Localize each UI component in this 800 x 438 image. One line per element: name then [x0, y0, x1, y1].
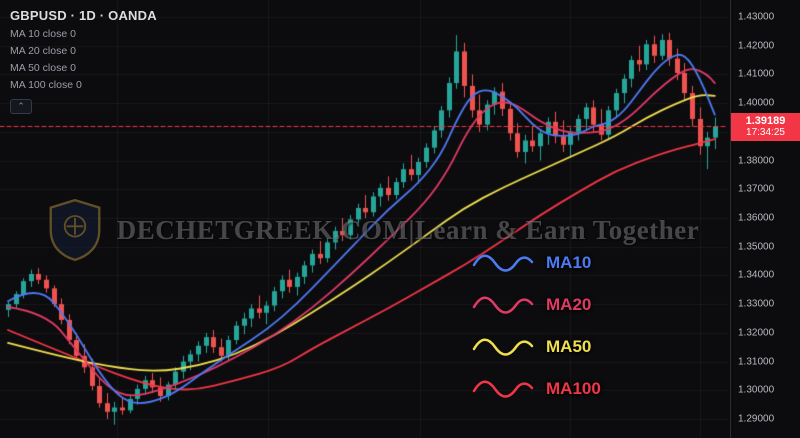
ma10-wave-icon [472, 254, 534, 272]
price-axis-label: 1.34000 [738, 269, 775, 281]
ma100-legend-label: MA100 [546, 379, 601, 398]
price-axis[interactable]: 1.39189 17:34:25 1.43000 1.42000 1.41000 1.… [730, 0, 800, 438]
ma-legend: MA10 MA20 MA50 MA100 [472, 242, 601, 410]
price-axis-label: 1.33000 [738, 298, 775, 310]
legend-row-ma50: MA50 [472, 326, 601, 368]
legend-row-ma100: MA100 [472, 368, 601, 410]
ma20-legend-label: MA20 [546, 295, 592, 314]
collapse-indicators-button[interactable]: ⌃ [10, 99, 32, 114]
price-axis-label: 1.29000 [738, 413, 775, 425]
price-axis-label: 1.36000 [738, 212, 775, 224]
price-axis-label: 1.41000 [738, 68, 775, 80]
indicator-ma10-label[interactable]: MA 10 close 0 [10, 28, 76, 40]
countdown-timer: 17:34:25 [746, 127, 785, 139]
price-chart-canvas[interactable] [0, 0, 728, 438]
ma50-legend-label: MA50 [546, 337, 592, 356]
last-price-value: 1.39189 [745, 115, 786, 128]
price-axis-label: 1.32000 [738, 327, 775, 339]
ma100-wave-icon [472, 380, 534, 398]
price-axis-label: 1.31000 [738, 356, 775, 368]
price-axis-label: 1.42000 [738, 40, 775, 52]
ma10-legend-label: MA10 [546, 253, 592, 272]
price-axis-label: 1.40000 [738, 97, 775, 109]
price-axis-label: 1.35000 [738, 241, 775, 253]
ma50-wave-icon [472, 338, 534, 356]
legend-row-ma20: MA20 [472, 284, 601, 326]
chart-header: GBPUSD · 1D · OANDA MA 10 close 0 MA 20 … [10, 8, 157, 114]
indicator-ma20-label[interactable]: MA 20 close 0 [10, 45, 76, 57]
ma20-wave-icon [472, 296, 534, 314]
symbol-title[interactable]: GBPUSD · 1D · OANDA [10, 8, 157, 23]
price-axis-label: 1.30000 [738, 384, 775, 396]
legend-row-ma10: MA10 [472, 242, 601, 284]
last-price-badge: 1.39189 17:34:25 [731, 113, 800, 142]
price-axis-label: 1.38000 [738, 155, 775, 167]
price-axis-label: 1.43000 [738, 11, 775, 23]
price-axis-label: 1.37000 [738, 183, 775, 195]
indicator-ma100-label[interactable]: MA 100 close 0 [10, 79, 82, 91]
indicator-ma50-label[interactable]: MA 50 close 0 [10, 62, 76, 74]
